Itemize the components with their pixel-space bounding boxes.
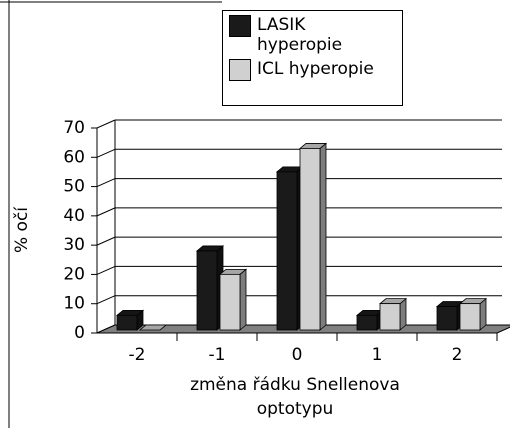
legend-item: LASIK hyperopie xyxy=(229,15,396,55)
y-tick-label: 30 xyxy=(63,235,85,255)
x-tick-label: 2 xyxy=(452,345,463,365)
legend-label: ICL hyperopie xyxy=(257,59,374,79)
bar-side xyxy=(319,142,327,331)
x-axis-title: změna řádku Snellenova optotypu xyxy=(190,375,400,419)
legend-label: LASIK hyperopie xyxy=(257,15,343,55)
bar-side xyxy=(239,268,247,331)
bar xyxy=(435,300,465,331)
bar-top xyxy=(138,324,168,331)
grid-line xyxy=(96,265,116,275)
legend-swatch xyxy=(229,15,251,37)
y-tick-label: 0 xyxy=(74,323,85,343)
grid-line xyxy=(96,236,116,246)
bar xyxy=(298,142,328,331)
bar-front xyxy=(459,303,481,331)
bar xyxy=(195,245,225,331)
bar xyxy=(378,297,408,331)
bar-front xyxy=(219,273,241,331)
x-tick-label: 1 xyxy=(372,345,383,365)
grid-line xyxy=(96,119,116,129)
y-tick-label: 60 xyxy=(63,147,85,167)
y-tick-label: 50 xyxy=(63,177,85,197)
y-tick-label: 10 xyxy=(63,294,85,314)
bar-front xyxy=(436,306,458,331)
bar-front xyxy=(299,148,321,331)
bar xyxy=(275,166,305,331)
x-tick-label: 0 xyxy=(292,345,303,365)
x-tick-label: -2 xyxy=(129,345,146,365)
bar xyxy=(138,324,168,331)
grid-line xyxy=(96,295,116,305)
bar xyxy=(458,297,488,331)
legend-swatch xyxy=(229,59,251,81)
bar-front xyxy=(196,250,218,331)
bar xyxy=(355,309,385,331)
legend: LASIK hyperopie ICL hyperopie xyxy=(222,10,403,106)
bar xyxy=(115,309,145,331)
legend-item: ICL hyperopie xyxy=(229,59,396,81)
bar xyxy=(218,268,248,331)
bar-front xyxy=(276,171,298,331)
x-tick-label: -1 xyxy=(209,345,226,365)
grid-line xyxy=(96,148,116,158)
bar-front xyxy=(379,303,401,331)
y-tick-label: 40 xyxy=(63,206,85,226)
y-axis-title: % očí xyxy=(12,206,32,253)
grid-line xyxy=(96,207,116,217)
grid-line xyxy=(96,178,116,188)
y-tick-label: 70 xyxy=(63,118,85,138)
bar-front xyxy=(116,314,138,331)
bar-front xyxy=(356,314,378,331)
y-tick-label: 20 xyxy=(63,264,85,284)
